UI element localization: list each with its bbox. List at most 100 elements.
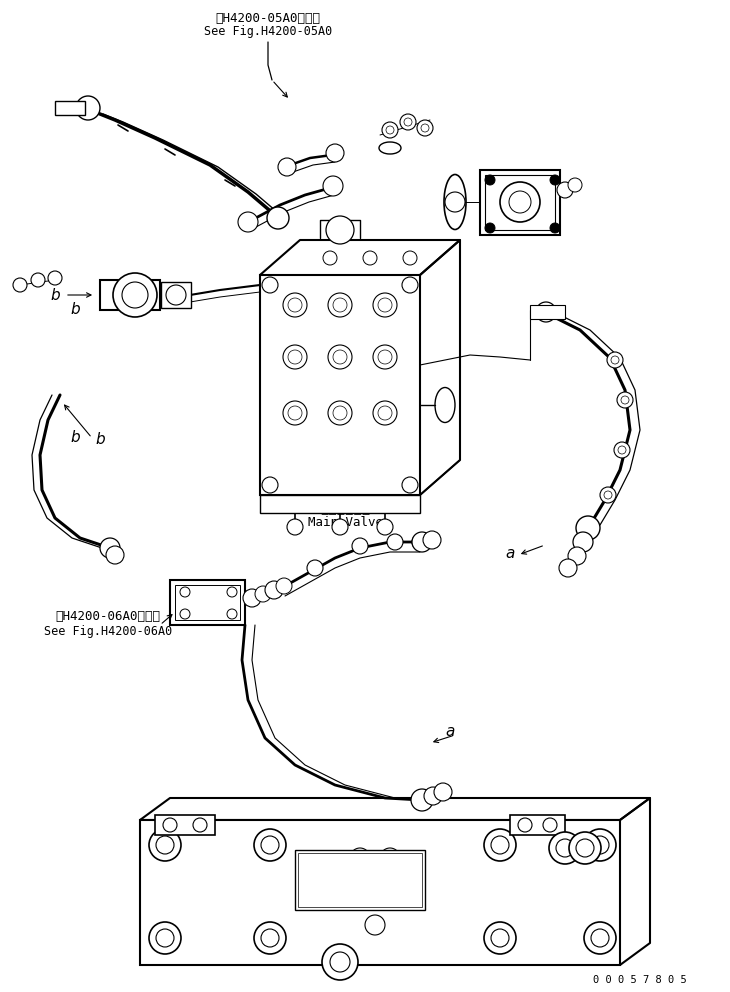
Circle shape	[378, 350, 392, 364]
Circle shape	[607, 352, 623, 368]
Circle shape	[365, 915, 385, 935]
Circle shape	[227, 609, 237, 619]
Bar	[530, 305, 565, 319]
Circle shape	[76, 96, 100, 120]
Circle shape	[328, 293, 352, 317]
Circle shape	[378, 298, 392, 312]
Circle shape	[261, 836, 279, 854]
Bar	[175, 585, 240, 620]
Circle shape	[500, 182, 540, 222]
Circle shape	[288, 406, 302, 420]
Circle shape	[434, 783, 452, 801]
Circle shape	[156, 836, 174, 854]
Circle shape	[254, 922, 286, 954]
Circle shape	[536, 302, 556, 322]
Bar	[170, 580, 245, 625]
Circle shape	[402, 477, 418, 493]
Circle shape	[518, 818, 532, 832]
Circle shape	[255, 586, 271, 602]
Circle shape	[113, 273, 157, 317]
Circle shape	[262, 477, 278, 493]
Circle shape	[403, 251, 417, 265]
Bar	[510, 815, 565, 835]
Circle shape	[307, 560, 323, 576]
Circle shape	[323, 176, 343, 196]
Circle shape	[421, 124, 429, 132]
Circle shape	[333, 298, 347, 312]
Circle shape	[48, 271, 62, 285]
Circle shape	[193, 818, 207, 832]
Circle shape	[254, 829, 286, 861]
Bar	[295, 850, 425, 910]
Circle shape	[611, 356, 619, 364]
Circle shape	[559, 559, 577, 577]
Circle shape	[423, 531, 441, 549]
Circle shape	[387, 534, 403, 550]
Circle shape	[149, 829, 181, 861]
Circle shape	[550, 175, 560, 185]
Circle shape	[377, 519, 393, 535]
Circle shape	[573, 532, 593, 552]
Circle shape	[262, 277, 278, 293]
Circle shape	[417, 120, 433, 136]
Circle shape	[424, 787, 442, 805]
Bar	[485, 175, 555, 230]
Circle shape	[166, 285, 186, 305]
Circle shape	[267, 207, 289, 229]
Circle shape	[549, 832, 581, 864]
Text: 第H4200-05A0図参照: 第H4200-05A0図参照	[215, 12, 320, 25]
Circle shape	[373, 401, 397, 425]
Circle shape	[350, 848, 370, 868]
Circle shape	[122, 282, 148, 308]
Text: 0 0 0 5 7 8 0 5: 0 0 0 5 7 8 0 5	[593, 975, 687, 985]
Text: b: b	[50, 288, 60, 303]
Circle shape	[288, 350, 302, 364]
Circle shape	[365, 882, 385, 902]
Circle shape	[323, 251, 337, 265]
Circle shape	[261, 929, 279, 947]
Circle shape	[617, 392, 633, 408]
Circle shape	[412, 532, 432, 552]
Circle shape	[283, 401, 307, 425]
Circle shape	[278, 158, 296, 176]
Circle shape	[584, 922, 616, 954]
Circle shape	[106, 546, 124, 564]
Circle shape	[382, 122, 398, 138]
Circle shape	[600, 487, 616, 503]
Bar	[161, 282, 191, 308]
Circle shape	[557, 182, 573, 198]
Text: 第H4200-06A0図参照: 第H4200-06A0図参照	[55, 610, 161, 624]
Circle shape	[584, 829, 616, 861]
Circle shape	[227, 587, 237, 597]
Circle shape	[604, 491, 612, 499]
Circle shape	[509, 191, 531, 213]
Text: Main Valve: Main Valve	[307, 516, 383, 529]
Bar	[260, 275, 420, 495]
Circle shape	[556, 839, 574, 857]
Circle shape	[265, 581, 283, 599]
Circle shape	[568, 178, 582, 192]
Circle shape	[411, 789, 433, 811]
Bar	[155, 815, 215, 835]
Circle shape	[333, 406, 347, 420]
Circle shape	[543, 818, 557, 832]
Circle shape	[352, 538, 368, 554]
Circle shape	[484, 922, 516, 954]
Circle shape	[333, 350, 347, 364]
Circle shape	[400, 114, 416, 130]
Circle shape	[576, 516, 600, 540]
Circle shape	[243, 589, 261, 607]
Circle shape	[402, 277, 418, 293]
Circle shape	[373, 293, 397, 317]
Circle shape	[568, 547, 586, 565]
Circle shape	[328, 401, 352, 425]
Circle shape	[180, 587, 190, 597]
Circle shape	[485, 223, 495, 233]
Circle shape	[491, 929, 509, 947]
Bar	[140, 820, 620, 965]
Text: メインバルブ: メインバルブ	[320, 501, 370, 515]
Circle shape	[163, 818, 177, 832]
Circle shape	[404, 118, 412, 126]
Text: a: a	[445, 723, 455, 738]
Circle shape	[287, 519, 303, 535]
